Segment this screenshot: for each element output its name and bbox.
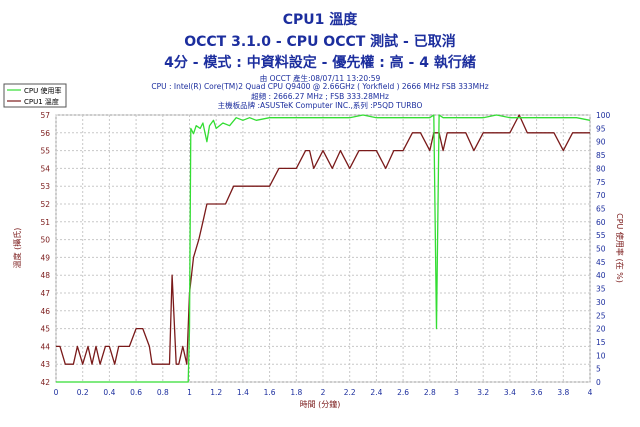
y2-tick-label: 15 [596, 338, 606, 347]
y2-tick-label: 55 [596, 231, 606, 240]
y2-axis-label: CPU 使用率 (在 %) [615, 213, 625, 283]
x-tick-label: 3.8 [557, 388, 569, 397]
y2-tick-label: 35 [596, 285, 606, 294]
y2-tick-label: 50 [596, 245, 606, 254]
y2-tick-label: 20 [596, 325, 606, 334]
y-tick-label: 50 [40, 236, 50, 245]
x-tick-label: 1.8 [290, 388, 302, 397]
legend-label-cpu-usage: CPU 使用率 [24, 86, 61, 95]
grid-lines [55, 114, 591, 383]
y2-tick-label: 75 [596, 178, 606, 187]
y2-tick-label: 30 [596, 298, 606, 307]
x-tick-label: 0.2 [77, 388, 89, 397]
y-tick-label: 57 [40, 111, 50, 120]
info-motherboard: 主機板品牌 :ASUSTeK Computer INC.,系列 :P5QD TU… [217, 101, 423, 110]
y2-tick-label: 95 [596, 124, 606, 133]
y-tick-label: 48 [40, 271, 50, 280]
series-line-cpu1-temp [56, 114, 590, 365]
y-tick-label: 42 [40, 378, 50, 387]
y-axis-label: 溫度 (攝氏) [12, 228, 22, 269]
x-tick-label: 1 [187, 388, 192, 397]
x-tick-label: 3 [454, 388, 459, 397]
y-tick-label: 43 [40, 360, 50, 369]
y-tick-label: 54 [40, 164, 50, 173]
x-axis-label: 時間 (分鐘) [300, 399, 341, 409]
y2-tick-label: 0 [596, 378, 601, 387]
y-tick-label: 49 [40, 253, 50, 262]
y-tick-label: 53 [40, 182, 50, 191]
x-tick-label: 1.4 [237, 388, 249, 397]
x-tick-label: 0.8 [157, 388, 169, 397]
y2-tick-label: 40 [596, 271, 606, 280]
x-tick-label: 1.6 [264, 388, 276, 397]
x-tick-label: 3.2 [477, 388, 489, 397]
series-lines [56, 114, 591, 383]
y2-tick-label: 80 [596, 164, 606, 173]
y-tick-label: 46 [40, 307, 50, 316]
x-tick-label: 1.2 [210, 388, 222, 397]
y2-tick-label: 5 [596, 365, 601, 374]
x-tick-label: 0 [54, 388, 59, 397]
y2-tick-label: 45 [596, 258, 606, 267]
y-tick-label: 45 [40, 325, 50, 334]
y2-tick-labels: 0 5 10 15 20 25 30 35 40 45 50 55 60 65 70 75 80 85 90 95 10… [596, 111, 611, 387]
x-tick-label: 2.4 [370, 388, 382, 397]
x-tick-label: 3.6 [531, 388, 543, 397]
x-tick-label: 0.4 [103, 388, 115, 397]
x-tick-label: 3.4 [504, 388, 516, 397]
y-tick-label: 44 [40, 342, 50, 351]
y-tick-label: 51 [40, 218, 50, 227]
legend-label-cpu1-temp: CPU1 溫度 [24, 97, 59, 106]
x-tick-label: 4 [588, 388, 593, 397]
y2-tick-label: 70 [596, 191, 606, 200]
y-tick-labels: 42 43 44 45 46 47 48 49 50 51 52 53 54 55 56 57 [40, 111, 50, 387]
chart-settings: 4分 - 模式 : 中資料設定 - 優先權 : 高 - 4 執行緒 [164, 55, 476, 71]
y2-tick-label: 25 [596, 311, 606, 320]
info-generated: 由 OCCT 產生:08/07/11 13:20:59 [259, 74, 381, 83]
y2-tick-label: 65 [596, 204, 606, 213]
y2-tick-label: 60 [596, 218, 606, 227]
y-tick-label: 56 [40, 129, 50, 138]
chart-title: CPU1 溫度 [282, 12, 358, 28]
y2-tick-label: 90 [596, 138, 606, 147]
info-clock: 超頻 : 2666.27 MHz ; FSB 333.28MHz [251, 92, 389, 101]
y2-tick-label: 100 [596, 111, 611, 120]
x-tick-label: 2.6 [397, 388, 409, 397]
x-tick-label: 2.8 [424, 388, 436, 397]
x-tick-label: 2 [321, 388, 326, 397]
chart-subtitle: OCCT 3.1.0 - CPU OCCT 測試 - 已取消 [184, 34, 456, 50]
x-tick-label: 2.2 [344, 388, 356, 397]
x-tick-labels: 0 0.2 0.4 0.6 0.8 1 1.2 1.4 1.6 1.8 2 2.2 2.4 2.6 2.8 3… [54, 388, 593, 397]
y2-tick-label: 10 [596, 351, 606, 360]
x-tick-label: 0.6 [130, 388, 142, 397]
series-line-cpu-usage [56, 114, 591, 383]
y-tick-label: 55 [40, 147, 50, 156]
y-tick-label: 52 [40, 200, 50, 209]
y2-tick-label: 85 [596, 151, 606, 160]
y-tick-label: 47 [40, 289, 50, 298]
legend: CPU 使用率 CPU1 溫度 [3, 83, 67, 108]
info-cpu: CPU : Intel(R) Core(TM)2 Quad CPU Q9400 … [151, 82, 489, 91]
